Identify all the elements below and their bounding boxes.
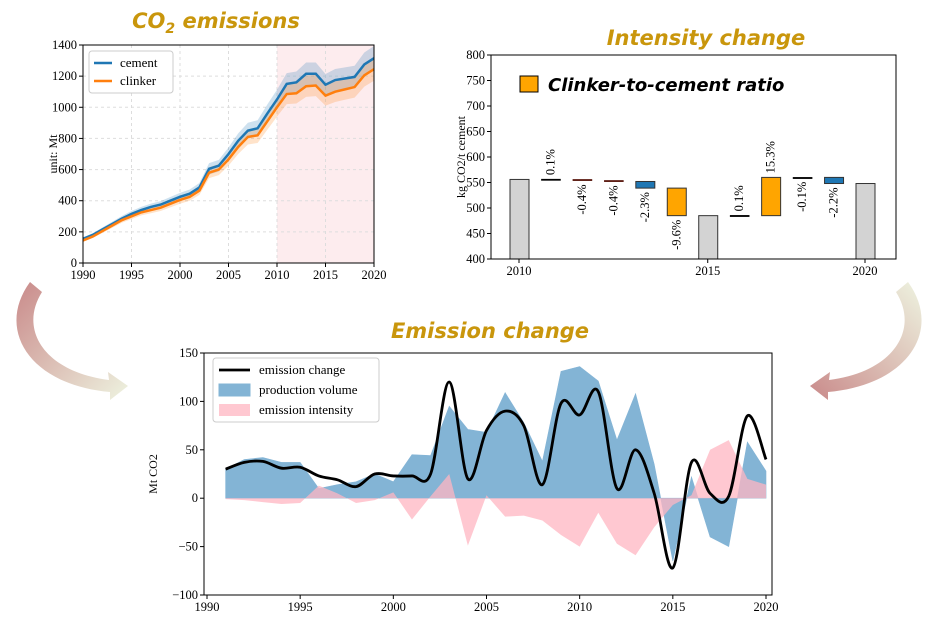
y-tick-label: 1400 — [52, 38, 77, 52]
title-subscript: 2 — [165, 21, 175, 37]
y-tick-label: 1000 — [52, 100, 77, 114]
bar-label: 0.1% — [732, 185, 746, 211]
y-axis-label: kg CO2/t cement — [454, 115, 468, 198]
bar-label: -2.2% — [827, 188, 841, 218]
legend-label-clinker: clinker — [120, 73, 157, 88]
axes-frame — [82, 44, 375, 264]
y-tick-label: 450 — [466, 227, 485, 241]
waterfall-bar — [541, 178, 561, 181]
y-tick-label: 550 — [466, 176, 485, 190]
legend-swatch-production-volume — [218, 383, 251, 397]
bar-label: -0.4% — [575, 184, 589, 214]
cycle-arrow-right-icon — [810, 282, 922, 400]
x-tick-label: 1990 — [195, 600, 220, 614]
x-tick-label: 2020 — [853, 264, 878, 278]
y-tick-label: 750 — [466, 74, 485, 88]
waterfall-bar — [572, 179, 593, 181]
x-tick-label: 2005 — [216, 268, 241, 282]
y-tick-label: −100 — [172, 588, 198, 602]
area-emission-intensity — [225, 440, 767, 556]
x-tick-label: 1995 — [119, 268, 144, 282]
waterfall-bar — [824, 176, 845, 185]
waterfall-bar — [509, 178, 530, 260]
legend-label-production-volume: production volume — [259, 382, 358, 397]
x-tick-label: 1990 — [71, 268, 96, 282]
line-clinker — [83, 68, 374, 242]
bar-label: 0.1% — [543, 149, 557, 175]
y-tick-label: 500 — [466, 201, 485, 215]
x-tick-label: 1995 — [288, 600, 313, 614]
legend-box — [212, 357, 380, 423]
y-tick-label: 650 — [466, 125, 485, 139]
waterfall-bar — [604, 180, 624, 182]
chart-title-co2-emissions: CO2 emissions — [132, 9, 300, 37]
bar-label: -2.3% — [638, 192, 652, 222]
bar-label: 15.3% — [764, 141, 778, 173]
x-tick-label: 2010 — [567, 600, 592, 614]
legend-label-cement: cement — [120, 55, 158, 70]
axes-frame — [203, 352, 773, 596]
waterfall-bar — [792, 177, 813, 179]
y-tick-label: 400 — [466, 252, 485, 266]
y-tick-label: 600 — [58, 163, 77, 177]
x-tick-label: 2015 — [313, 268, 338, 282]
x-tick-label: 2005 — [474, 600, 499, 614]
legend-label-clinker-ratio: Clinker-to-cement ratio — [548, 75, 784, 96]
y-tick-label: 150 — [179, 346, 198, 360]
y-tick-label: 400 — [58, 194, 77, 208]
legend-label-emission-change: emission change — [259, 362, 346, 377]
y-axis-label: unit: Mt — [46, 134, 60, 174]
axes-frame — [490, 54, 897, 260]
y-tick-label: 0 — [71, 256, 77, 270]
waterfall-bar — [729, 215, 750, 217]
x-tick-label: 2010 — [265, 268, 290, 282]
y-axis-label: Mt CO2 — [146, 454, 160, 494]
x-tick-label: 2015 — [695, 264, 720, 278]
legend-swatch-emission-intensity — [219, 404, 250, 416]
y-tick-label: 50 — [186, 443, 199, 457]
y-tick-label: −50 — [178, 540, 198, 554]
y-tick-label: 0 — [192, 491, 198, 505]
bar-label: -0.1% — [795, 182, 809, 212]
y-tick-label: 200 — [58, 225, 77, 239]
bar-label: -0.4% — [606, 185, 620, 215]
x-tick-label: 2020 — [754, 600, 779, 614]
y-tick-label: 1200 — [52, 69, 77, 83]
legend-label-emission-intensity: emission intensity — [259, 402, 354, 417]
waterfall-bar — [635, 180, 656, 189]
y-tick-label: 800 — [58, 131, 77, 145]
legend-box — [88, 50, 174, 94]
chart-title-intensity-change: Intensity change — [607, 26, 806, 50]
chart-title-emission-change: Emission change — [391, 319, 589, 343]
title-rest: emissions — [175, 9, 300, 33]
y-tick-label: 800 — [466, 48, 485, 62]
x-tick-label: 2010 — [507, 264, 532, 278]
bar-label: -9.6% — [669, 220, 683, 250]
x-tick-label: 2015 — [660, 600, 685, 614]
waterfall-bar — [698, 215, 719, 260]
waterfall-bar — [666, 187, 687, 217]
waterfall-bar — [855, 183, 876, 260]
y-tick-label: 600 — [466, 150, 485, 164]
x-tick-label: 2020 — [362, 268, 387, 282]
cycle-arrow-left-icon — [16, 282, 129, 400]
y-tick-label: 100 — [179, 394, 198, 408]
y-tick-label: 700 — [466, 99, 485, 113]
legend-swatch-clinker-ratio — [519, 75, 539, 93]
waterfall-bar — [761, 176, 782, 217]
x-tick-label: 2000 — [381, 600, 406, 614]
x-tick-label: 2000 — [168, 268, 193, 282]
line-emission-change — [225, 380, 768, 570]
line-cement — [83, 57, 374, 241]
